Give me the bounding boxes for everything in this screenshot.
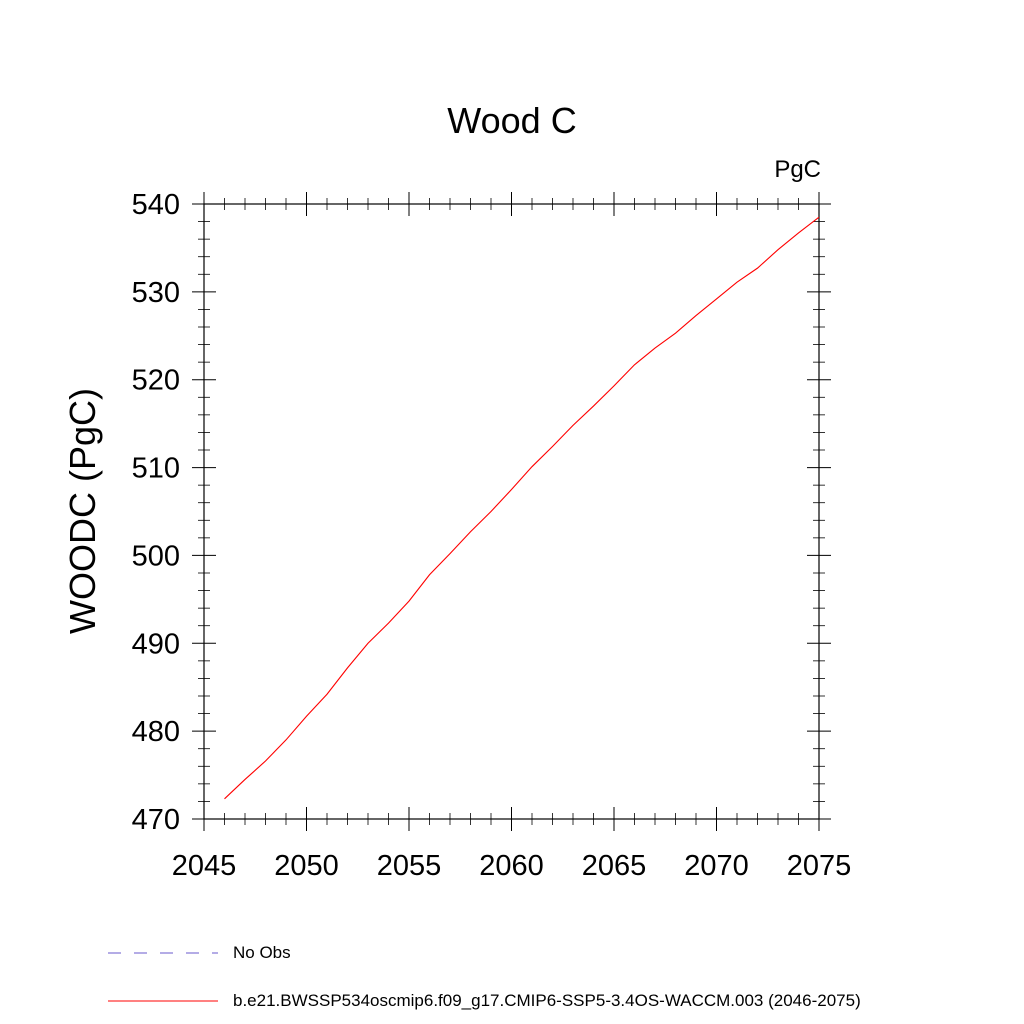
y-tick-label: 520 bbox=[132, 365, 180, 397]
legend-label-no-obs: No Obs bbox=[233, 943, 291, 962]
x-tick-label: 2065 bbox=[582, 850, 647, 882]
series-line-0 bbox=[224, 216, 820, 800]
y-tick-label: 470 bbox=[132, 804, 180, 836]
y-tick-label: 490 bbox=[132, 628, 180, 660]
x-tick-label: 2060 bbox=[479, 850, 544, 882]
y-tick-label: 530 bbox=[132, 277, 180, 309]
y-tick-label: 500 bbox=[132, 540, 180, 572]
x-tick-label: 2050 bbox=[274, 850, 339, 882]
x-tick-label: 2055 bbox=[377, 850, 442, 882]
legend-label-series: b.e21.BWSSP534oscmip6.f09_g17.CMIP6-SSP5… bbox=[233, 991, 861, 1010]
y-tick-label: 510 bbox=[132, 453, 180, 485]
y-tick-label: 540 bbox=[132, 189, 180, 221]
chart-title: Wood C bbox=[447, 100, 577, 141]
y-tick-label: 480 bbox=[132, 716, 180, 748]
units-label: PgC bbox=[774, 156, 821, 183]
x-tick-label: 2075 bbox=[787, 850, 852, 882]
plot-frame bbox=[203, 203, 820, 820]
x-tick-label: 2070 bbox=[684, 850, 749, 882]
x-tick-label: 2045 bbox=[172, 850, 237, 882]
